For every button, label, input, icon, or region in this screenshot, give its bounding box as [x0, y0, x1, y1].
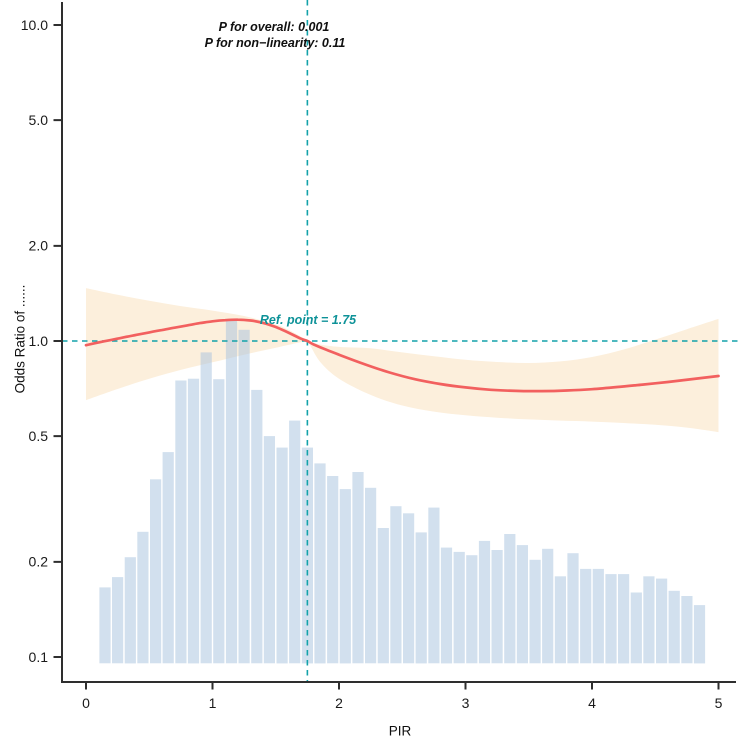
- spline-curve: [84, 318, 720, 393]
- y-tick-label: 10.0: [21, 17, 48, 33]
- histogram-bar: [592, 568, 604, 664]
- histogram-bar: [377, 528, 389, 664]
- x-tick-label: 2: [335, 695, 343, 711]
- y-tick-label: 1.0: [29, 333, 49, 349]
- histogram-bar: [289, 420, 301, 664]
- histogram-bar: [390, 506, 402, 664]
- histogram-bar: [200, 352, 212, 664]
- histogram-bar: [693, 605, 706, 664]
- histogram-bar: [175, 380, 187, 664]
- histogram-bar: [352, 472, 364, 664]
- histogram-bar: [415, 532, 427, 664]
- histogram-bar: [656, 578, 668, 664]
- histogram-bar: [187, 378, 200, 664]
- histogram-bar: [112, 577, 124, 664]
- histogram-bar: [162, 452, 174, 664]
- x-tick-label: 3: [462, 695, 470, 711]
- histogram-bar: [263, 436, 275, 664]
- y-tick-label: 0.2: [29, 554, 49, 570]
- confidence-band: [86, 288, 719, 433]
- histogram-bar: [99, 587, 111, 664]
- histogram-bar: [238, 329, 250, 664]
- histogram-bar: [403, 513, 415, 664]
- x-tick-label: 5: [715, 695, 723, 711]
- x-axis-title: PIR: [388, 723, 412, 739]
- histogram-bar: [314, 463, 326, 664]
- histogram-bar: [276, 447, 288, 664]
- y-tick-label: 5.0: [29, 112, 49, 128]
- y-axis-title: Odds Ratio of ......: [12, 284, 28, 394]
- y-tick-label: 0.5: [29, 428, 49, 444]
- p-overall-annotation: P for overall: 0.001: [218, 20, 330, 34]
- histogram-bar: [567, 553, 579, 664]
- y-tick-label: 2.0: [29, 238, 49, 254]
- histogram-bar: [542, 548, 554, 664]
- histogram-bar: [150, 479, 162, 664]
- histogram-bar: [504, 534, 516, 664]
- x-tick-label: 0: [82, 695, 90, 711]
- histogram-bar: [327, 476, 339, 664]
- histogram-bar: [365, 487, 377, 664]
- histogram-bar: [668, 590, 680, 664]
- histogram-bar: [124, 557, 136, 664]
- ref-point-label: Ref. point = 1.75: [259, 313, 357, 327]
- histogram-bar: [618, 574, 630, 664]
- histogram-bar: [339, 489, 351, 664]
- histogram-bar: [453, 551, 465, 664]
- x-tick-label: 4: [588, 695, 596, 711]
- histogram-bar: [516, 545, 528, 664]
- x-tick-label: 1: [209, 695, 217, 711]
- histogram-bar: [529, 559, 541, 664]
- histogram-bar: [466, 555, 478, 664]
- histogram-bar: [478, 540, 491, 664]
- histogram-bar: [428, 507, 440, 664]
- histogram-bar: [630, 592, 642, 664]
- histogram-bar: [225, 320, 238, 664]
- histogram-bar: [643, 576, 655, 664]
- y-tick-label: 0.1: [29, 649, 49, 665]
- histogram-bar: [554, 576, 566, 664]
- axis-lines: [61, 2, 736, 683]
- p-nonlinearity-annotation: P for non−linearity: 0.11: [204, 36, 346, 50]
- histogram-bar: [681, 596, 693, 664]
- histogram-bar: [213, 379, 225, 664]
- histogram-bar: [580, 568, 592, 664]
- histogram-bar: [440, 547, 453, 664]
- histogram-bar: [251, 389, 263, 664]
- histogram-bar: [491, 550, 503, 664]
- histogram-bar: [137, 531, 149, 664]
- histogram-bar: [605, 574, 617, 664]
